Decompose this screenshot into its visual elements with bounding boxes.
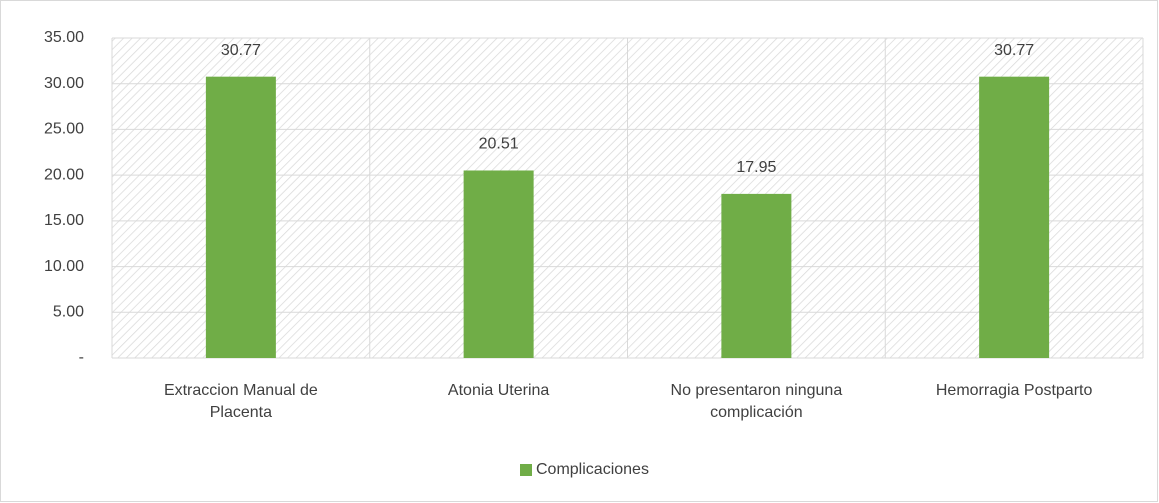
x-tick-label: No presentaron ninguna complicación <box>670 382 843 421</box>
data-label: 20.51 <box>479 136 519 153</box>
y-tick-label: - <box>79 349 84 366</box>
legend-swatch <box>520 464 532 476</box>
y-tick-label: 20.00 <box>44 166 84 183</box>
x-tick-label-box: Atonia Uterina <box>447 382 550 399</box>
data-label: 30.77 <box>221 42 261 59</box>
y-tick-label: 15.00 <box>44 212 84 229</box>
legend-label: Complicaciones <box>536 461 649 478</box>
x-tick-label: Atonia Uterina <box>447 382 550 399</box>
bar <box>979 76 1050 358</box>
x-tick-label-box: No presentaron ninguna complicación <box>670 382 843 421</box>
data-label: 30.77 <box>994 42 1034 59</box>
y-tick-label: 35.00 <box>44 29 84 46</box>
y-tick-label: 10.00 <box>44 258 84 275</box>
x-tick-label-box: Extraccion Manual de Placenta <box>163 382 318 421</box>
x-tick-label: Hemorragia Postparto <box>935 382 1093 399</box>
x-tick-label: Extraccion Manual de Placenta <box>163 382 318 421</box>
y-tick-label: 30.00 <box>44 75 84 92</box>
bar <box>721 193 792 358</box>
bar <box>205 76 276 358</box>
y-tick-label: 5.00 <box>53 304 84 321</box>
bar <box>463 170 534 358</box>
data-label: 17.95 <box>736 159 776 176</box>
x-tick-label-box: Hemorragia Postparto <box>935 382 1093 399</box>
y-tick-label: 25.00 <box>44 121 84 138</box>
